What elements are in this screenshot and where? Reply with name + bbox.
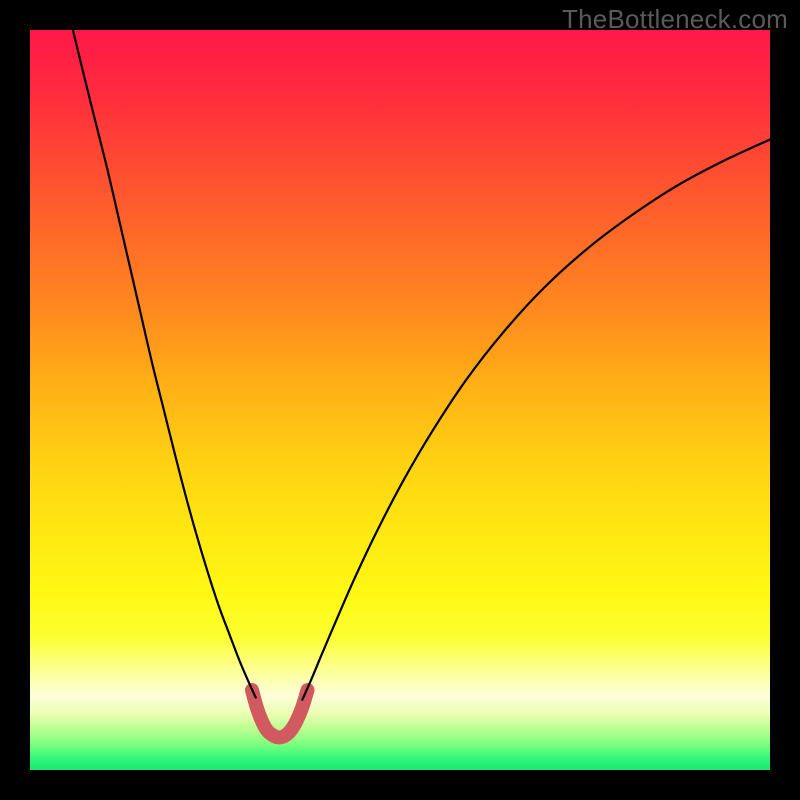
gradient-background [30,30,770,770]
chart-frame: TheBottleneck.com [0,0,800,800]
chart-svg [30,30,770,770]
plot-area [30,30,770,770]
